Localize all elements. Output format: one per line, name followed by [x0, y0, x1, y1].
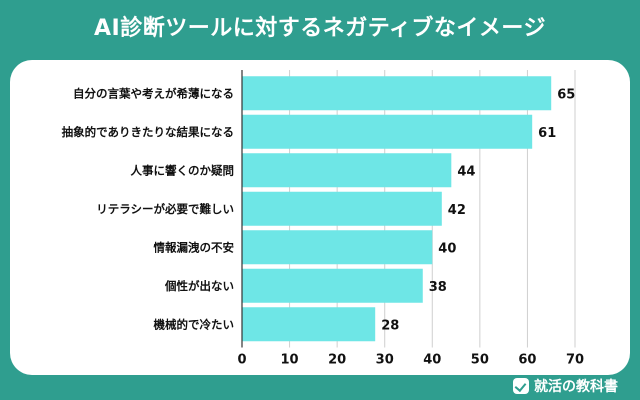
bar: [242, 114, 533, 149]
bar: [242, 230, 433, 265]
value-label: 44: [457, 164, 475, 179]
x-tick-label: 30: [376, 353, 394, 368]
bar: [242, 191, 442, 226]
x-tick-label: 70: [566, 353, 584, 368]
value-label: 38: [429, 280, 447, 295]
x-tick-label: 40: [423, 353, 441, 368]
brand-name: 就活の教科書: [534, 379, 618, 395]
bar: [242, 153, 452, 188]
value-label: 65: [557, 87, 575, 102]
chart-title: AI診断ツールに対するネガティブなイメージ: [94, 16, 546, 41]
x-tick-label: 20: [328, 353, 346, 368]
category-label: 個性が出ない: [164, 279, 234, 293]
category-label: 人事に響くのか疑問: [131, 163, 235, 177]
value-label: 61: [538, 126, 556, 141]
category-label: 抽象的でありきたりな結果になる: [62, 125, 234, 139]
x-tick-label: 60: [518, 353, 536, 368]
value-label: 40: [438, 241, 456, 256]
bar: [242, 268, 423, 303]
x-tick-label: 0: [237, 353, 246, 368]
brand-logo: 就活の教科書: [513, 376, 618, 396]
checkmark-book-icon: [513, 378, 529, 394]
x-tick-label: 50: [471, 353, 489, 368]
category-label: 情報漏洩の不安: [153, 240, 235, 254]
category-label: 機械的で冷たい: [154, 317, 235, 331]
bar: [242, 307, 376, 342]
category-label: 自分の言葉や考えが希薄になる: [73, 86, 234, 100]
category-label: リテラシーが必要で難しい: [96, 202, 234, 216]
value-label: 42: [448, 203, 466, 218]
bar-chart: 自分の言葉や考えが希薄になる 65 抽象的でありきたりな結果になる 61 人事に響くのか…: [62, 70, 584, 368]
value-label: 28: [381, 318, 399, 333]
chart-panel: 自分の言葉や考えが希薄になる 65 抽象的でありきたりな結果になる 61 人事に響くのか…: [10, 60, 630, 375]
bar: [242, 76, 552, 111]
x-tick-label: 10: [281, 353, 299, 368]
